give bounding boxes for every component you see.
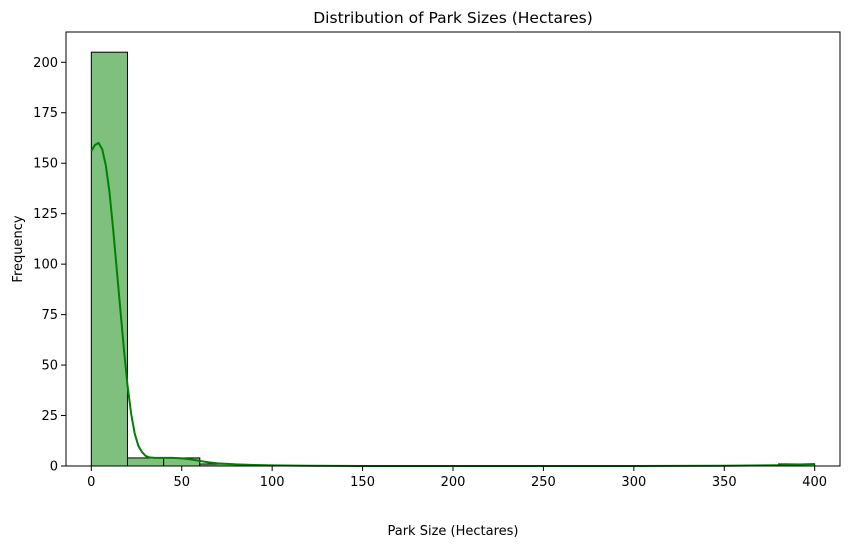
x-tick-label: 400 — [802, 475, 827, 490]
x-tick-label: 350 — [712, 475, 737, 490]
y-tick-label: 0 — [50, 460, 58, 475]
y-tick-label: 150 — [33, 157, 58, 172]
histogram-bar — [90, 51, 128, 467]
y-axis-label: Frequency — [11, 215, 26, 282]
x-tick-label: 100 — [260, 475, 285, 490]
y-tick-label: 50 — [41, 359, 58, 374]
x-tick-label: 0 — [87, 475, 95, 490]
y-tick-label: 175 — [33, 106, 58, 121]
chart-title: Distribution of Park Sizes (Hectares) — [313, 9, 593, 27]
y-tick-label: 25 — [41, 409, 58, 424]
x-tick-label: 250 — [531, 475, 556, 490]
histogram-bar — [126, 457, 165, 467]
x-tick-label: 150 — [350, 475, 375, 490]
x-tick-label: 50 — [173, 475, 190, 490]
x-tick-label: 200 — [441, 475, 466, 490]
x-axis-label: Park Size (Hectares) — [387, 524, 518, 539]
y-axis-ticks: 0 25 50 75 100 125 150 175 200 — [33, 56, 66, 475]
x-axis-ticks: 0 50 100 150 200 250 300 350 400 — [87, 466, 827, 490]
x-tick-label: 300 — [621, 475, 646, 490]
y-tick-label: 125 — [33, 207, 58, 222]
y-tick-label: 100 — [33, 258, 58, 273]
y-tick-label: 200 — [33, 56, 58, 71]
y-tick-label: 75 — [41, 308, 58, 323]
